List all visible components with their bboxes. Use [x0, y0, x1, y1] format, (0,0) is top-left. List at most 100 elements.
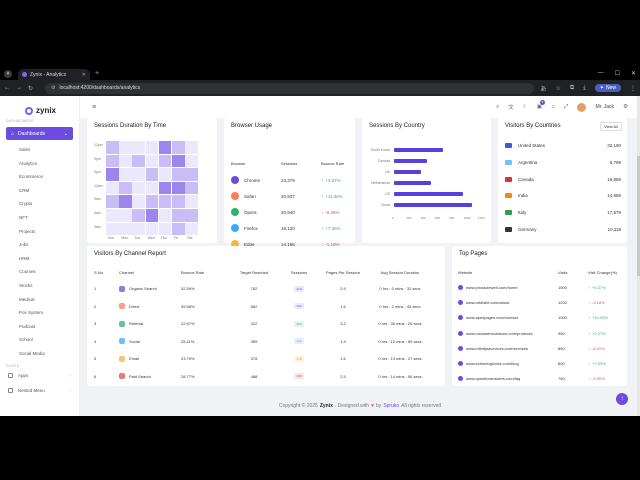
theme-toggle-icon[interactable]: ☾: [522, 104, 528, 110]
website-cell: www.novawebsolutions.com/products: [458, 330, 558, 336]
sidebar-item-ecommerce[interactable]: Ecommerce: [19, 174, 44, 180]
browser-tab[interactable]: Zynix - Analytics ✕: [18, 69, 90, 80]
heatmap-cell: [172, 168, 185, 181]
visit-change-value: -9.90%: [592, 376, 605, 382]
sidebar-item-analytics[interactable]: Analytics: [19, 160, 38, 166]
fullscreen-icon[interactable]: ⤢: [564, 103, 569, 110]
close-tab-icon[interactable]: ✕: [81, 71, 86, 78]
visitor-country-name: United States: [518, 143, 546, 148]
country-label: Netherlands: [371, 181, 390, 185]
new-tab-button[interactable]: +: [95, 70, 100, 77]
bell-icon[interactable]: ♫: [550, 104, 556, 110]
bounce-rate: 25.11%: [181, 338, 195, 344]
sidebar-item-label: Nested Menu: [18, 387, 45, 393]
browser-menu-icon[interactable]: ⋮: [630, 85, 636, 92]
opera-icon: [231, 208, 239, 216]
browser-row: Safari 20,937 ↑ +11.36%: [231, 187, 358, 205]
browser-sessions: 20,940: [281, 209, 295, 215]
browser-name: Chrome: [244, 177, 261, 183]
minimize-icon[interactable]: —: [597, 70, 604, 76]
cart-icon[interactable]: ▣ 5: [536, 100, 545, 110]
sidebar-item-stocks[interactable]: Stocks: [19, 282, 33, 288]
visitor-count: 17,578: [607, 210, 621, 216]
apps-icon: [8, 372, 13, 378]
website-link[interactable]: www.apexpages.com/contact: [466, 315, 518, 321]
sessions-cell: 298: [280, 373, 318, 380]
language-icon[interactable]: 文: [508, 105, 514, 111]
sidebar-item-sales[interactable]: Sales: [19, 147, 31, 152]
browser-name: Firefox: [244, 225, 258, 231]
website-link[interactable]: www.pinnacleweb.com/home: [466, 285, 518, 290]
scroll-top-button[interactable]: ↑: [616, 393, 628, 405]
website-link[interactable]: www.novawebsolutions.com/products: [466, 330, 533, 336]
close-window-icon[interactable]: ✕: [630, 71, 636, 77]
tab-title: Zynix - Analytics: [30, 71, 67, 78]
bounce-value: +11.36%: [325, 193, 343, 199]
target-reached: 782: [250, 286, 258, 292]
col-visit-change: Visit Change(%): [588, 269, 617, 275]
browser-sessions: 18,120: [281, 225, 295, 231]
notification-badge: 5: [539, 100, 545, 105]
brand-logo[interactable]: zynix: [0, 96, 79, 119]
translate-icon[interactable]: あ: [540, 86, 547, 93]
sidebar-item-medical[interactable]: Medical: [19, 296, 35, 302]
search-icon[interactable]: ⌕: [496, 103, 500, 110]
globe-icon: [458, 315, 463, 321]
channel-col-header: Pages Per Session: [325, 269, 361, 275]
sidebar-item-jobs[interactable]: Jobs: [19, 242, 29, 248]
sidebar-item-dashboards[interactable]: ⌂ Dashboards ⌄: [6, 127, 73, 140]
sessions-pill: 298: [294, 373, 304, 380]
arrow-up-icon: ↑: [321, 225, 324, 231]
sidebar-item-podcast[interactable]: Podcast: [19, 323, 36, 329]
sidebar-item-nft[interactable]: NFT: [19, 214, 28, 220]
heatmap-cell: [106, 209, 119, 222]
user-name[interactable]: Mr. Jack: [595, 104, 615, 110]
visit-change-value: +10.03%: [592, 315, 608, 321]
new-chrome-button[interactable]: ✦ New: [594, 84, 621, 92]
sidebar-item-crypto[interactable]: Crypto: [19, 201, 33, 207]
view-all-button[interactable]: View All: [600, 122, 622, 131]
channel-cell: Direct: [119, 303, 181, 310]
heatmap-cell: [132, 222, 145, 236]
page-scrollbar[interactable]: [637, 96, 640, 416]
extensions-icon[interactable]: ⧉: [569, 84, 575, 91]
target-reached: 322: [250, 321, 258, 327]
footer-author-link[interactable]: Spruko: [383, 403, 400, 409]
avatar[interactable]: [577, 102, 587, 112]
top-page-row: www.questforanswers.com/faq 750 ↓ -9.90%: [458, 371, 624, 386]
bookmark-star-icon[interactable]: ☆: [555, 85, 561, 92]
back-icon[interactable]: ←: [4, 85, 10, 91]
arrow-up-icon: ↑: [321, 177, 324, 183]
maximize-icon[interactable]: ☐: [614, 71, 620, 77]
heatmap-x-label: Sun: [108, 236, 115, 240]
visitor-country-row: Italy 17,578: [505, 204, 621, 221]
firefox-icon: [231, 224, 239, 232]
settings-gear-icon[interactable]: ⚙: [623, 104, 628, 110]
forward-icon[interactable]: →: [16, 85, 22, 91]
sidebar-item-crm[interactable]: CRM: [19, 187, 30, 193]
table-row: 5 Email 23.79% 378 178 1.6 0 hrs : 14 mins : 2…: [94, 350, 439, 368]
site-info-icon[interactable]: ⚙: [51, 85, 56, 91]
download-icon[interactable]: ⤓: [583, 84, 586, 91]
website-link[interactable]: www.orbitsite.com/about: [466, 300, 510, 306]
address-bar[interactable]: ⚙ localhost:4200/dashboards/analytics: [45, 82, 535, 94]
sidebar-item-apps[interactable]: Apps ›: [0, 368, 79, 383]
menu-toggle-icon[interactable]: ≡: [92, 103, 97, 111]
chrome-new-icon: ✦: [599, 85, 604, 91]
sidebar-item-courses[interactable]: Courses: [19, 269, 36, 275]
tab-search-button[interactable]: ▾: [4, 70, 12, 78]
avg-session-duration: 0 hrs : 0 mins : 32 secs: [379, 286, 421, 292]
website-link[interactable]: www.echoblogworld.com/blog: [466, 361, 519, 366]
sidebar-item-school[interactable]: School: [19, 337, 33, 343]
sidebar-item-social-media[interactable]: Social Media: [19, 350, 45, 356]
scrollbar-thumb[interactable]: [637, 156, 640, 276]
sidebar-item-nested-menu[interactable]: Nested Menu ›: [0, 383, 79, 398]
website-link[interactable]: www.infinitysecrvices.com/services: [466, 345, 529, 351]
website-link[interactable]: www.questforanswers.com/faq: [466, 376, 521, 382]
arrow-up-icon: ↑: [588, 315, 590, 321]
sidebar-item-hrm[interactable]: HRM: [19, 255, 30, 261]
sidebar-item-pos-system[interactable]: Pos System: [19, 310, 44, 316]
reload-icon[interactable]: ↻: [28, 85, 34, 92]
bounce-rate: 23.79%: [181, 356, 195, 362]
sidebar-item-projects[interactable]: Projects: [19, 228, 36, 234]
